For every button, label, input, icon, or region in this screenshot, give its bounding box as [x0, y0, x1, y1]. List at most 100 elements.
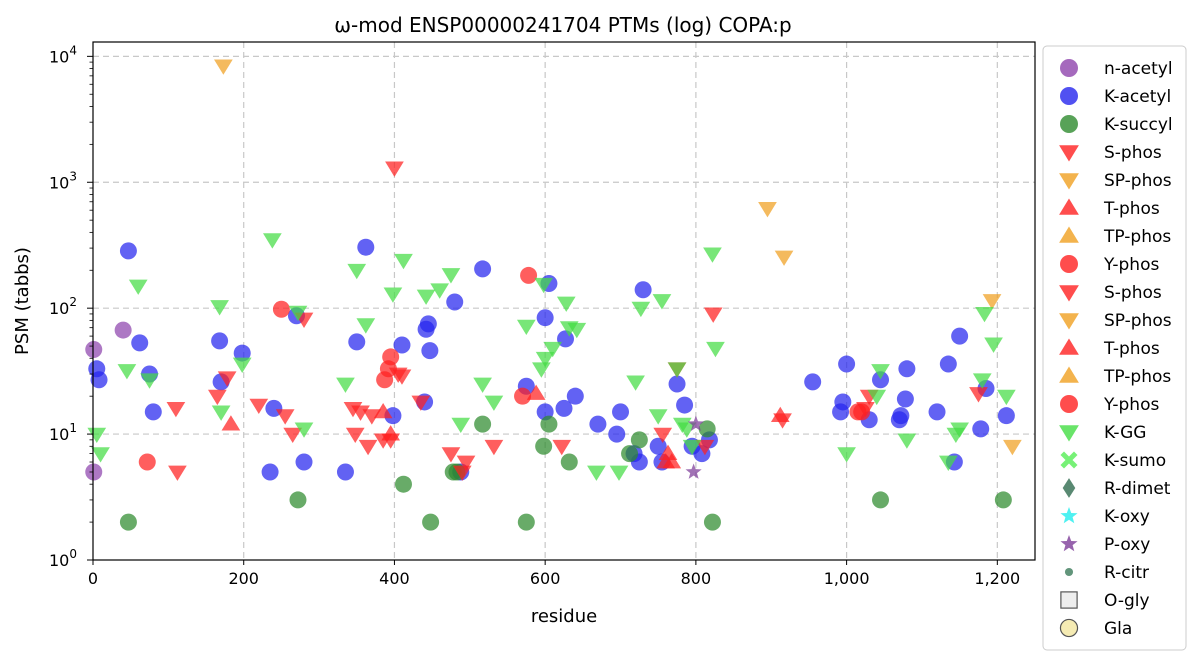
data-point-k-acetyl [421, 342, 439, 360]
data-point-k-acetyl [119, 242, 137, 260]
data-point-k-acetyl [261, 463, 279, 481]
data-point-k-succyl [540, 415, 558, 433]
data-point-k-gg [667, 362, 687, 378]
data-point-k-gg [232, 357, 252, 373]
data-point-k-succyl [872, 491, 890, 509]
data-point-k-acetyl [336, 463, 354, 481]
legend-marker-sp-phos [1059, 313, 1079, 330]
data-point-k-gg [336, 377, 355, 393]
data-point-k-acetyl [536, 309, 554, 327]
data-point-k-gg [997, 389, 1016, 406]
data-point-k-gg [567, 322, 587, 339]
data-point-k-acetyl [612, 403, 630, 421]
legend-frame [1042, 45, 1187, 651]
data-point-y-phos [272, 300, 290, 318]
data-point-k-acetyl [896, 390, 914, 408]
data-point-k-acetyl [131, 334, 149, 352]
data-point-k-gg [263, 233, 282, 249]
legend-label: S-phos [1104, 283, 1162, 303]
legend-marker-k-acetyl [1060, 87, 1078, 105]
data-point-p-oxy [687, 415, 704, 431]
data-point-k-gg [347, 263, 367, 280]
data-point-s-phos [703, 307, 723, 323]
data-point-k-acetyl [144, 403, 162, 421]
data-point-s-phos [207, 389, 227, 406]
data-point-k-gg [211, 405, 231, 421]
data-point-k-gg [972, 373, 992, 389]
data-point-k-gg [626, 375, 645, 391]
data-point-s-phos [552, 439, 572, 456]
data-points [85, 59, 1022, 531]
data-point-k-succyl [698, 420, 716, 438]
legend-label: K-GG [1104, 423, 1146, 443]
y-tick-label: 101 [49, 421, 77, 444]
data-point-k-gg [416, 289, 436, 305]
data-point-k-acetyl [357, 238, 375, 256]
data-point-k-gg [451, 417, 471, 434]
legend-marker-y-phos [1060, 395, 1078, 413]
legend-label: R-dimet [1104, 479, 1171, 499]
data-point-s-phos [484, 439, 504, 456]
legend-marker-tp-phos [1059, 366, 1079, 383]
legend-marker-t-phos [1059, 338, 1079, 355]
data-point-y-phos [853, 403, 871, 421]
data-point-k-succyl [394, 475, 412, 493]
data-point-y-phos [520, 266, 538, 284]
legend-marker-o-gly [1060, 591, 1078, 609]
data-point-s-phos [345, 427, 365, 444]
data-point-k-gg [938, 455, 958, 471]
legend-label: SP-phos [1104, 171, 1172, 191]
data-point-t-phos [526, 384, 546, 400]
legend-label: O-gly [1104, 591, 1150, 611]
data-point-p-oxy [685, 463, 702, 479]
data-point-n-acetyl [85, 463, 103, 481]
x-tick-label: 0 [88, 569, 98, 588]
data-point-s-phos [249, 398, 269, 414]
data-point-s-phos [969, 387, 988, 403]
legend-marker-sp-phos [1059, 173, 1079, 190]
data-point-y-phos [514, 387, 532, 405]
data-point-k-gg [587, 465, 606, 481]
data-point-n-acetyl [85, 340, 103, 358]
data-point-k-gg [91, 447, 110, 463]
legend-marker-s-phos [1059, 285, 1079, 302]
legend-label: n-acetyl [1104, 59, 1173, 79]
legend-label: R-citr [1104, 563, 1149, 583]
data-point-k-succyl [621, 445, 639, 463]
data-point-s-phos [385, 161, 404, 177]
x-tick-label: 200 [228, 569, 259, 588]
data-point-k-succyl [630, 431, 648, 449]
chart-title: ω-mod ENSP00000241704 PTMs (log) COPA:p [334, 13, 791, 37]
data-point-s-phos [392, 369, 412, 385]
data-point-t-phos [221, 415, 241, 431]
legend-label: P-oxy [1104, 535, 1150, 555]
x-tick-label: 1,000 [824, 569, 870, 588]
x-tick-label: 400 [379, 569, 410, 588]
legend-marker-r-citr [1064, 567, 1074, 577]
data-point-t-phos [770, 406, 790, 423]
data-point-s-phos [411, 395, 431, 411]
data-point-k-gg [871, 364, 890, 380]
data-point-k-succyl [703, 513, 721, 531]
legend-label: K-acetyl [1104, 87, 1171, 107]
data-point-k-acetyl [892, 407, 910, 425]
data-point-k-gg [535, 351, 555, 368]
data-point-k-acetyl [898, 360, 916, 378]
legend-marker-k-oxy [1060, 507, 1078, 524]
data-point-k-gg [975, 306, 994, 323]
data-point-k-gg [532, 362, 551, 378]
data-point-k-acetyl [233, 344, 251, 362]
data-point-s-phos [362, 409, 382, 425]
data-point-k-acetyl [928, 403, 946, 421]
data-point-s-phos [275, 409, 295, 425]
data-point-k-acetyl [393, 336, 411, 354]
data-point-k-acetyl [834, 393, 852, 411]
data-point-k-gg [210, 300, 229, 316]
legend-marker-k-gg [1059, 425, 1079, 442]
data-point-k-gg [984, 337, 1003, 353]
data-point-k-gg [950, 422, 969, 438]
data-point-k-succyl [535, 437, 553, 455]
data-point-k-gg [609, 465, 629, 481]
legend-marker-k-sumo [1060, 451, 1078, 469]
x-tick-label: 1,200 [974, 569, 1020, 588]
